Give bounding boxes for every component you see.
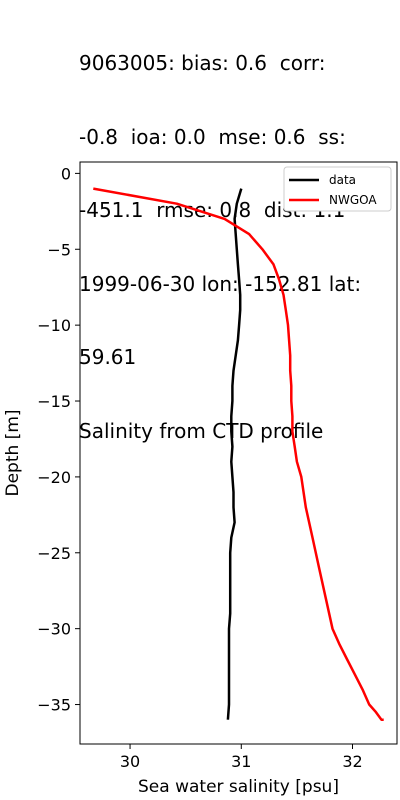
y-tick-label: 0 (61, 164, 71, 183)
legend-label-nwgoa: NWGOA (329, 193, 377, 207)
series-line-data (226, 188, 243, 720)
legend-label-data: data (329, 173, 356, 187)
series-layer (93, 187, 384, 721)
y-tick-label: −35 (37, 696, 71, 715)
y-axis-label: Depth [m] (3, 409, 23, 496)
series-line-nwgoa (93, 187, 384, 721)
x-tick-label: 30 (120, 752, 140, 771)
y-tick-label: −30 (37, 620, 71, 639)
legend: data NWGOA (283, 166, 392, 212)
y-tick-label: −10 (37, 316, 71, 335)
title-line: -0.8 ioa: 0.0 mse: 0.6 ss: (79, 124, 346, 149)
y-tick-label: −20 (37, 468, 71, 487)
x-tick-label: 32 (342, 752, 362, 771)
x-tick-label: 31 (231, 752, 251, 771)
title-line: 1999-06-30 lon: -152.81 lat: (79, 271, 362, 296)
y-tick-label: −25 (37, 544, 71, 563)
axis-layer: 30 31 32 0 −5 −10 −15 −20 −25 −30 −35 (37, 164, 362, 771)
y-tick-label: −15 (37, 392, 71, 411)
y-tick-label: −5 (47, 240, 71, 259)
plot-frame (79, 161, 398, 745)
title-line: 59.61 (79, 345, 137, 369)
x-axis-label: Sea water salinity [psu] (138, 777, 339, 797)
title-line: 9063005: bias: 0.6 corr: (79, 51, 326, 75)
